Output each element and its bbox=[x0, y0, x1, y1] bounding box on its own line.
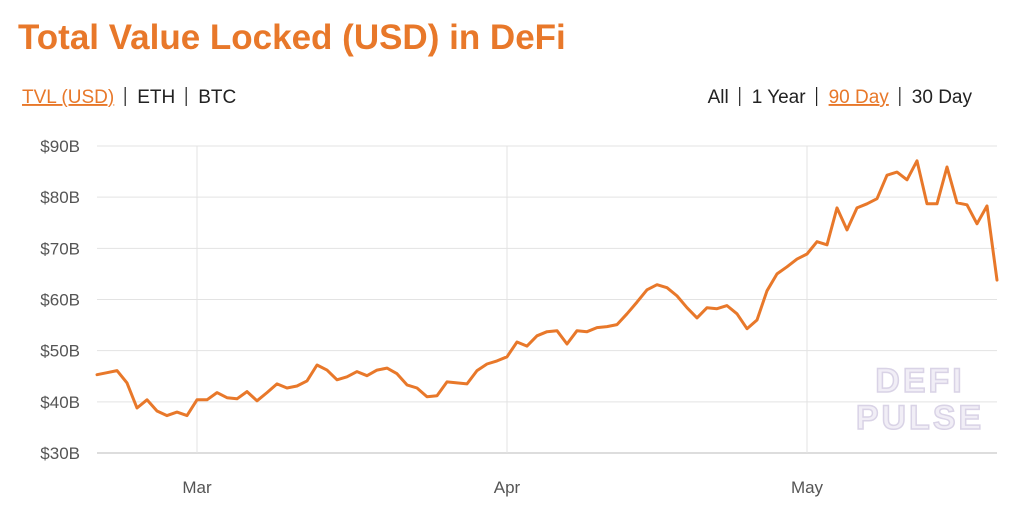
y-tick-label: $60B bbox=[40, 291, 80, 310]
nav-tab[interactable]: BTC bbox=[198, 87, 236, 108]
y-tick-label: $40B bbox=[40, 393, 80, 412]
nav-tab[interactable]: ETH bbox=[137, 87, 175, 108]
y-tick-label: $30B bbox=[40, 444, 80, 463]
nav-tab[interactable]: All bbox=[708, 87, 729, 108]
x-tick-label: May bbox=[791, 478, 824, 497]
watermark: DEFI bbox=[875, 362, 964, 400]
nav-tab[interactable]: 1 Year bbox=[752, 87, 807, 108]
watermark: PULSE bbox=[856, 399, 984, 437]
nav-tab[interactable]: TVL (USD) bbox=[22, 87, 114, 108]
y-tick-label: $80B bbox=[40, 188, 80, 207]
nav-tab[interactable]: 30 Day bbox=[912, 87, 973, 108]
y-tick-label: $90B bbox=[40, 137, 80, 156]
x-tick-label: Apr bbox=[494, 478, 521, 497]
line-series bbox=[95, 159, 999, 418]
y-tick-label: $70B bbox=[40, 239, 80, 258]
x-tick-label: Mar bbox=[182, 478, 212, 497]
chart-title: Total Value Locked (USD) in DeFi bbox=[18, 18, 566, 57]
nav-tab[interactable]: 90 Day bbox=[829, 87, 890, 108]
y-tick-label: $50B bbox=[40, 342, 80, 361]
